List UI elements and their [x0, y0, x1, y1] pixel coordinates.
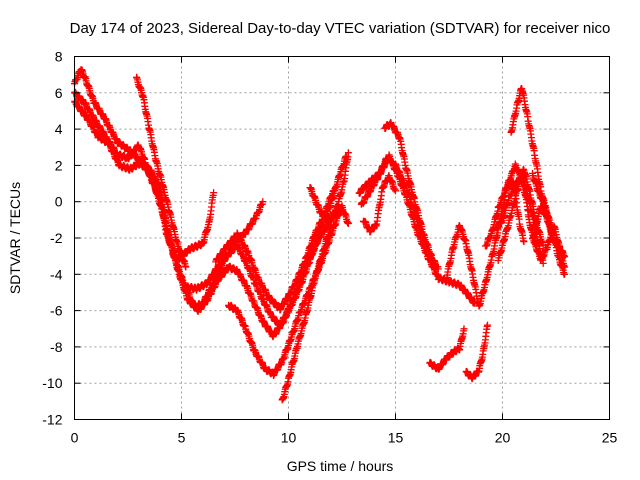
y-tick-label: 0: [55, 194, 63, 210]
x-ticks: 0 5 10 15 20 25: [71, 56, 618, 446]
data-series-track-8: [278, 221, 335, 404]
data-point-markers: [359, 172, 399, 236]
data-series-track-12: [359, 172, 399, 236]
x-tick-label: 15: [388, 430, 404, 446]
data-series-track-9: [306, 184, 352, 227]
x-tick-label: 5: [178, 430, 186, 446]
data-series-track-6: [212, 187, 337, 314]
x-axis-label: GPS time / hours: [287, 458, 394, 474]
data-point-markers: [426, 325, 468, 373]
y-tick-label: -6: [50, 303, 63, 319]
data-point-markers: [529, 202, 569, 261]
x-tick-label: 0: [71, 430, 79, 446]
data-series-track-16: [462, 321, 491, 383]
y-tick-label: -4: [50, 266, 63, 282]
data-point-markers: [492, 172, 532, 232]
data-series-track-20: [492, 172, 532, 232]
y-axis-label: SDTVAR / TECUs: [7, 182, 23, 294]
y-tick-label: 6: [55, 85, 63, 101]
data-series-track-14: [426, 325, 468, 373]
x-tick-label: 10: [281, 430, 297, 446]
data-series-track-23: [529, 202, 569, 261]
y-tick-label: -8: [50, 339, 63, 355]
y-tick-label: 2: [55, 157, 63, 173]
data-point-markers: [133, 73, 190, 271]
y-tick-label: -12: [42, 412, 62, 428]
y-tick-label: 4: [55, 121, 63, 137]
data-series-track-4: [133, 73, 190, 271]
y-tick-label: -2: [50, 230, 63, 246]
x-tick-label: 25: [602, 430, 618, 446]
data-series-track-13: [381, 119, 442, 273]
data-marks: [71, 66, 569, 404]
data-point-markers: [462, 321, 491, 383]
data-point-markers: [278, 221, 335, 404]
data-series-track-19: [494, 165, 547, 264]
data-point-markers: [306, 184, 352, 227]
x-tick-label: 20: [495, 430, 511, 446]
y-ticks: -12 -10 -8 -6 -4 -2 0 2 4 6 8: [42, 49, 610, 428]
chart-title: Day 174 of 2023, Sidereal Day-to-day VTE…: [70, 20, 611, 37]
y-tick-label: 8: [55, 49, 63, 65]
data-point-markers: [381, 119, 442, 273]
data-point-markers: [212, 187, 337, 314]
data-point-markers: [494, 165, 547, 264]
y-tick-label: -10: [42, 375, 62, 391]
